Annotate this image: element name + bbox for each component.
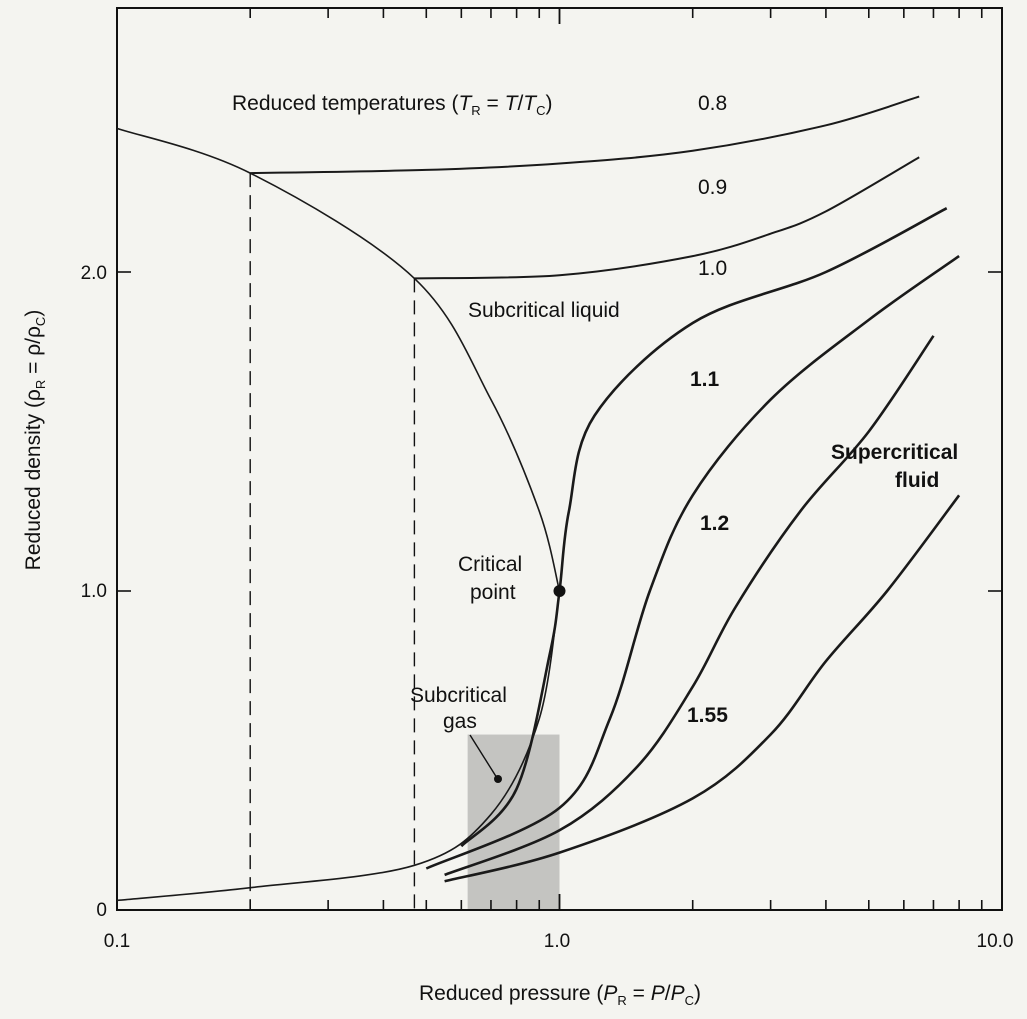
isotherm-1-0 (460, 207, 948, 848)
x-axis-title: Reduced pressure (PR = P/PC) (419, 982, 701, 1008)
isotherm-0-8 (250, 95, 920, 175)
subcritical-gas-arrow (469, 734, 498, 779)
isotherm-1-1 (425, 255, 960, 870)
y-tick-label-1.0: 1.0 (81, 581, 107, 602)
supercritical-shading (461, 185, 1002, 910)
isotherm-label-0.9: 0.9 (698, 176, 727, 199)
isotherm-0-9 (414, 156, 920, 280)
isotherm-label-0.8: 0.8 (698, 92, 727, 115)
liquid-coexistence-curve (117, 127, 561, 592)
annotation-critical-line1: Critical (458, 553, 522, 576)
supercritical-region (461, 185, 1002, 910)
critical-point-marker (553, 585, 566, 597)
y-tick-label-2.0: 2.0 (81, 263, 107, 284)
x-tick-label-10.0: 10.0 (977, 931, 1014, 952)
isotherm-label-1.55: 1.55 (687, 704, 728, 727)
y-axis-title: Reduced density (ρR = ρ/ρC) (22, 310, 48, 571)
isotherm-1-55 (444, 494, 961, 883)
annotation-supercritical-line1: Supercritical (831, 441, 958, 464)
x-tick-label-1.0: 1.0 (544, 931, 570, 952)
subcritical-gas-shade (467, 734, 560, 910)
subcritical-gas-arrowhead (494, 775, 502, 783)
isotherm-label-1.1: 1.1 (690, 368, 720, 391)
isotherm-1-2 (444, 335, 935, 877)
annotation-supercritical-line2: fluid (895, 469, 939, 492)
annotation-critical-line2: point (470, 581, 516, 604)
legend-title: Reduced temperatures (TR = T/TC) (232, 92, 553, 118)
annotation-subcritical-liquid: Subcritical liquid (468, 299, 620, 322)
isotherm-label-1.0: 1.0 (698, 257, 727, 280)
vapor-coexistence-curve (117, 590, 561, 902)
plot-frame (116, 7, 1003, 911)
annotation-subcritical-gas-line1: Subcritical (410, 684, 507, 707)
chart-marks (249, 173, 566, 910)
annotation-subcritical-gas-line2: gas (443, 710, 477, 733)
isotherm-label-1.2: 1.2 (700, 512, 729, 535)
isotherm-curves (117, 95, 961, 902)
y-tick-label-0: 0 (96, 900, 107, 921)
x-tick-label-0.1: 0.1 (104, 931, 130, 952)
